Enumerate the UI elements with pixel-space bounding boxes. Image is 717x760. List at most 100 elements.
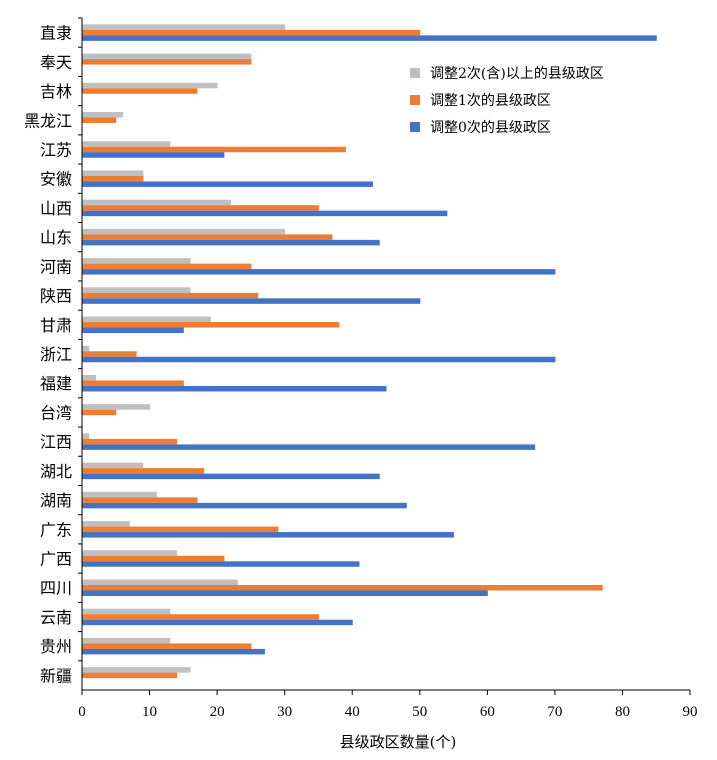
bar-山西-series-3 (82, 210, 448, 217)
bar-吉林-series-1 (82, 82, 218, 89)
bar-广东-series-3 (82, 532, 455, 538)
x-ticks: 0 10 20 30 40 50 60 70 80 90 (78, 690, 698, 720)
bar-浙江-series-3 (82, 356, 556, 363)
category-label: 福建 (40, 374, 72, 393)
legend-label-3: 调整0次的县级政区 (430, 120, 551, 136)
category-label: 直隶 (40, 24, 72, 43)
bar-陕西-series-2 (82, 292, 259, 299)
bar-贵州-series-1 (82, 637, 171, 644)
x-tick-label: 80 (615, 704, 630, 720)
legend-label-1: 调整2次(含)以上的县级政区 (430, 66, 604, 82)
bar-直隶-series-3 (82, 35, 657, 41)
bar-新疆-series-2 (82, 672, 178, 679)
category-label: 安徽 (40, 170, 72, 189)
bar-湖北-series-2 (82, 468, 205, 474)
category-label: 广东 (40, 520, 72, 539)
bar-广东-series-1 (82, 521, 130, 527)
bar-奉天-series-1 (82, 53, 252, 60)
category-label: 湖南 (40, 491, 72, 510)
bar-台湾-series-1 (82, 404, 151, 410)
bar-贵州-series-2 (82, 643, 252, 649)
legend-swatch-1 (410, 68, 420, 78)
bar-四川-series-3 (82, 590, 488, 596)
category-label: 河南 (40, 257, 72, 276)
bar-福建-series-2 (82, 380, 184, 386)
bars-group (82, 24, 657, 679)
bar-湖北-series-3 (82, 473, 380, 480)
bar-四川-series-2 (82, 584, 603, 591)
category-label: 黑龙江 (24, 111, 72, 130)
bar-直隶-series-1 (82, 24, 286, 30)
x-tick-label: 0 (78, 704, 86, 720)
bar-广西-series-1 (82, 550, 178, 556)
bar-江苏-series-3 (82, 152, 225, 158)
bar-直隶-series-2 (82, 29, 421, 36)
bar-湖南-series-1 (82, 491, 157, 498)
bar-黑龙江-series-1 (82, 112, 124, 118)
x-tick-label: 20 (210, 704, 225, 720)
bar-甘肃-series-2 (82, 322, 340, 328)
bar-台湾-series-2 (82, 409, 117, 416)
bar-江苏-series-2 (82, 146, 346, 153)
x-tick-label: 10 (142, 704, 157, 720)
bar-广西-series-2 (82, 555, 225, 562)
category-label: 广西 (40, 550, 72, 569)
category-label: 浙江 (40, 345, 72, 364)
category-label: 奉天 (40, 53, 72, 72)
bar-山东-series-3 (82, 239, 380, 246)
category-label: 吉林 (40, 82, 72, 101)
bar-江西-series-2 (82, 438, 178, 445)
bar-黑龙江-series-2 (82, 117, 117, 124)
category-label: 江西 (40, 433, 72, 452)
bar-安徽-series-2 (82, 175, 144, 182)
x-tick-label: 30 (277, 704, 292, 720)
category-label: 云南 (40, 608, 72, 627)
category-label: 湖北 (40, 462, 72, 481)
legend-label-2: 调整1次的县级政区 (430, 93, 551, 109)
bar-吉林-series-2 (82, 88, 198, 94)
x-axis-title: 县级政区数量(个) (340, 733, 457, 751)
bar-山东-series-1 (82, 228, 286, 235)
bar-广西-series-3 (82, 561, 360, 567)
legend-swatch-2 (410, 95, 420, 105)
category-label: 台湾 (40, 403, 72, 422)
bar-四川-series-1 (82, 579, 238, 585)
bar-湖南-series-2 (82, 497, 198, 503)
category-label: 四川 (40, 579, 72, 598)
bar-江西-series-3 (82, 444, 536, 450)
bar-河南-series-3 (82, 269, 556, 275)
bar-河南-series-2 (82, 263, 252, 270)
bar-河南-series-1 (82, 258, 191, 264)
x-tick-label: 60 (480, 704, 495, 720)
bar-湖南-series-3 (82, 502, 407, 509)
bar-陕西-series-3 (82, 298, 421, 304)
x-tick-label: 90 (683, 704, 698, 720)
category-label: 陕西 (40, 287, 72, 306)
bar-浙江-series-1 (82, 345, 90, 352)
category-label: 甘肃 (40, 316, 72, 335)
bar-山东-series-2 (82, 234, 333, 240)
category-labels: 直隶奉天吉林黑龙江江苏安徽山西山东河南陕西甘肃浙江福建台湾江西湖北湖南广东广西四… (24, 17, 82, 685)
bar-江苏-series-1 (82, 141, 171, 147)
bar-江西-series-1 (82, 433, 90, 439)
bar-安徽-series-3 (82, 181, 373, 187)
category-label: 江苏 (40, 140, 72, 159)
bar-云南-series-3 (82, 619, 353, 626)
bar-湖北-series-1 (82, 462, 144, 469)
bar-贵州-series-3 (82, 648, 265, 655)
bar-甘肃-series-3 (82, 327, 184, 334)
bar-浙江-series-2 (82, 351, 137, 357)
bar-奉天-series-2 (82, 59, 252, 65)
bar-安徽-series-1 (82, 170, 144, 176)
bar-广东-series-2 (82, 526, 279, 533)
category-label: 山西 (40, 199, 72, 218)
bar-云南-series-1 (82, 608, 171, 615)
bar-山西-series-2 (82, 205, 319, 211)
category-label: 贵州 (40, 637, 72, 656)
legend-swatch-3 (410, 122, 420, 132)
category-label: 新疆 (40, 666, 72, 685)
bar-云南-series-2 (82, 614, 319, 620)
bar-甘肃-series-1 (82, 316, 211, 323)
